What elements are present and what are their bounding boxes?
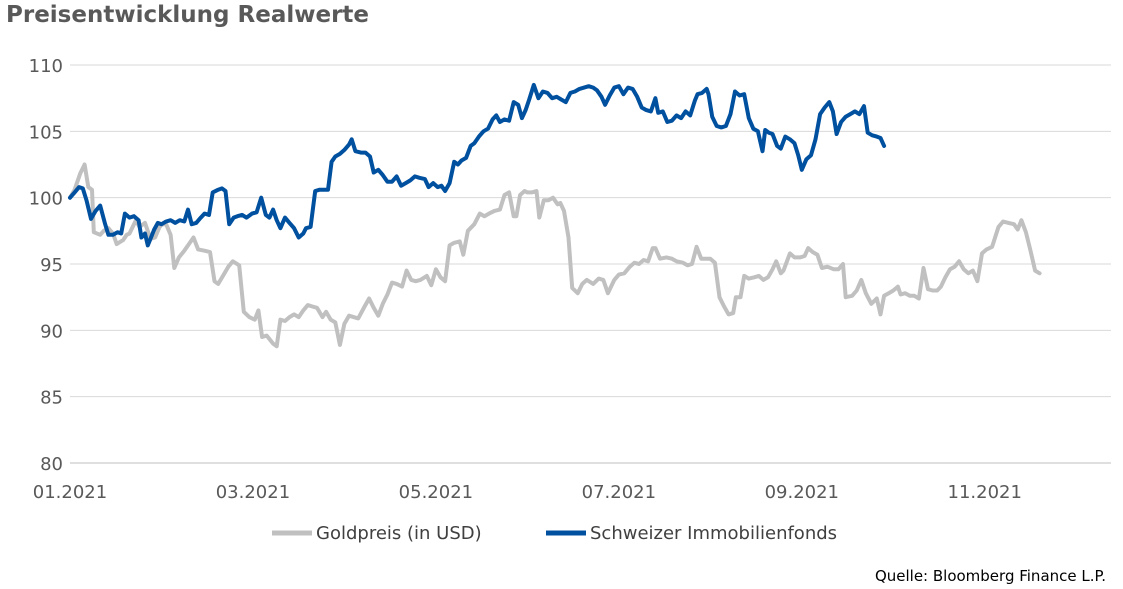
- series-line-gold: [68, 162, 1042, 349]
- y-tick-label: 95: [40, 255, 63, 276]
- series-line-immobilienfonds: [68, 82, 887, 248]
- x-tick-label: 01.2021: [33, 482, 107, 503]
- x-axis-ticks: 01.2021 03.2021 05.2021 07.2021 09.2021 11.20…: [33, 482, 1022, 503]
- y-tick-label: 110: [29, 56, 63, 77]
- series-group: [68, 82, 1042, 349]
- y-axis-ticks: 80 85 90 95 100 105 110: [29, 56, 63, 475]
- legend-label-gold: Goldpreis (in USD): [316, 523, 482, 544]
- gridlines: [70, 64, 1111, 464]
- x-tick-label: 03.2021: [216, 482, 290, 503]
- x-tick-label: 05.2021: [399, 482, 473, 503]
- legend: Goldpreis (in USD) Schweizer Immobilienf…: [272, 523, 837, 544]
- y-tick-label: 80: [40, 454, 63, 475]
- x-tick-label: 07.2021: [582, 482, 656, 503]
- source-note: Quelle: Bloomberg Finance L.P.: [874, 567, 1106, 585]
- legend-label-immobilienfonds: Schweizer Immobilienfonds: [590, 523, 837, 544]
- x-tick-label: 11.2021: [948, 482, 1022, 503]
- y-tick-label: 90: [40, 321, 63, 342]
- y-tick-label: 105: [29, 122, 63, 143]
- x-tick-label: 09.2021: [765, 482, 839, 503]
- chart-title: Preisentwicklung Realwerte: [6, 2, 370, 28]
- y-tick-label: 85: [40, 388, 63, 409]
- y-tick-label: 100: [29, 189, 63, 210]
